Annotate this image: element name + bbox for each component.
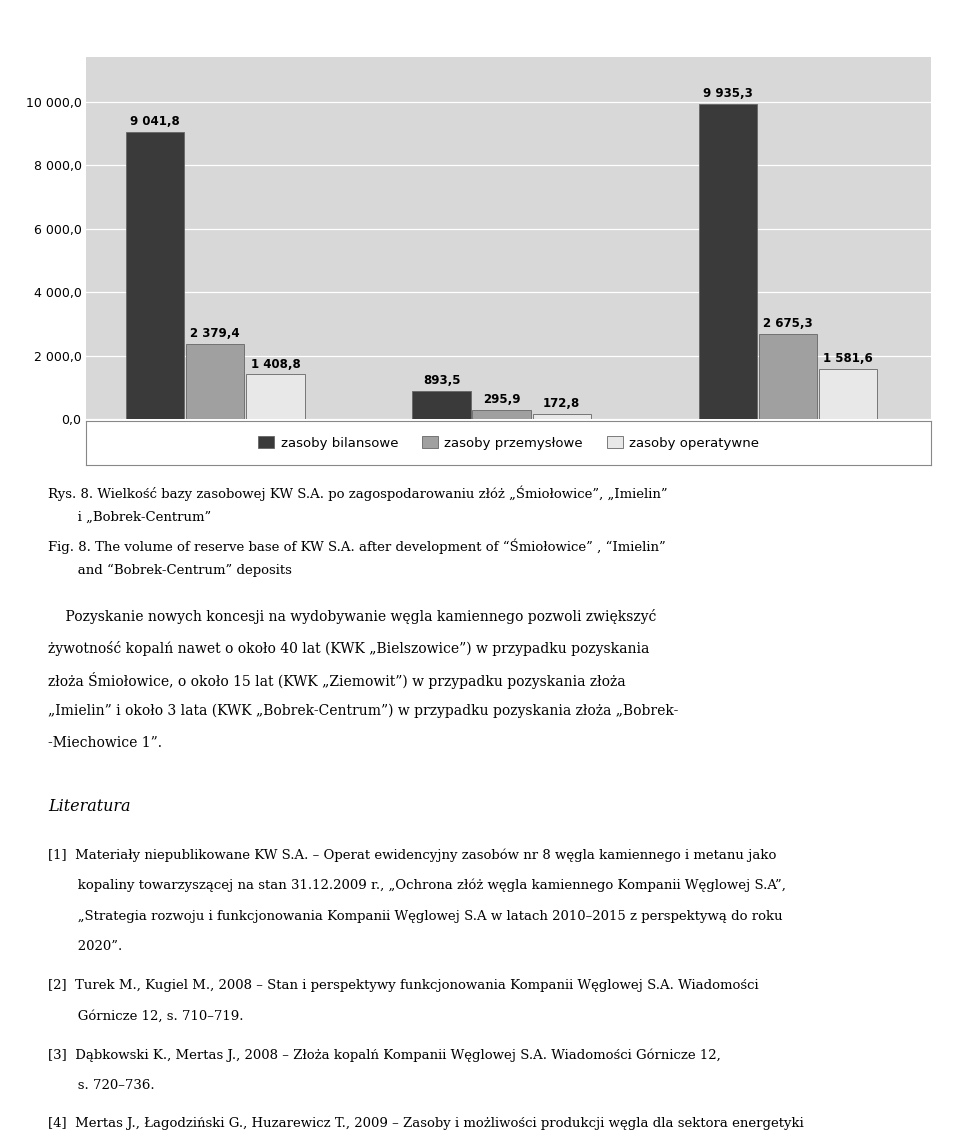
Bar <box>472 410 531 419</box>
Bar <box>413 390 470 419</box>
Bar <box>186 343 245 419</box>
Text: złoża Śmiołowice, o około 15 lat (KWK „Ziemowit”) w przypadku pozyskania złoża: złoża Śmiołowice, o około 15 lat (KWK „Z… <box>48 673 626 690</box>
Text: „Imielin” i około 3 lata (KWK „Bobrek-Centrum”) w przypadku pozyskania złoża „Bo: „Imielin” i około 3 lata (KWK „Bobrek-Ce… <box>48 704 679 719</box>
Bar <box>246 374 304 419</box>
Text: i „Bobrek-Centrum”: i „Bobrek-Centrum” <box>48 511 211 523</box>
Text: „Strategia rozwoju i funkcjonowania Kompanii Węglowej S.A w latach 2010–2015 z p: „Strategia rozwoju i funkcjonowania Komp… <box>48 909 782 923</box>
Text: Rys. 8. Wielkość bazy zasobowej KW S.A. po zagospodarowaniu złóż „Śmiołowice”, „: Rys. 8. Wielkość bazy zasobowej KW S.A. … <box>48 486 667 502</box>
Text: [2]  Turek M., Kugiel M., 2008 – Stan i perspektywy funkcjonowania Kompanii Węgl: [2] Turek M., Kugiel M., 2008 – Stan i p… <box>48 979 758 992</box>
Text: 172,8: 172,8 <box>543 397 581 410</box>
Text: s. 720–736.: s. 720–736. <box>48 1079 155 1092</box>
Bar <box>699 103 757 419</box>
Legend: zasoby bilansowe, zasoby przemysłowe, zasoby operatywne: zasoby bilansowe, zasoby przemysłowe, za… <box>253 432 764 455</box>
Text: 2020”.: 2020”. <box>48 940 122 954</box>
Text: 893,5: 893,5 <box>422 374 460 387</box>
Bar <box>758 334 817 419</box>
Text: Pozyskanie nowych koncesji na wydobywanie węgla kamiennego pozwoli zwiększyć: Pozyskanie nowych koncesji na wydobywani… <box>48 610 657 625</box>
Text: Górnicze 12, s. 710–719.: Górnicze 12, s. 710–719. <box>48 1009 244 1023</box>
Text: żywotność kopalń nawet o około 40 lat (KWK „Bielszowice”) w przypadku pozyskania: żywotność kopalń nawet o około 40 lat (K… <box>48 641 649 656</box>
Text: 1 408,8: 1 408,8 <box>251 357 300 371</box>
Bar <box>819 369 877 419</box>
Text: Literatura: Literatura <box>48 798 131 815</box>
Text: 2 379,4: 2 379,4 <box>190 327 240 340</box>
Text: 295,9: 295,9 <box>483 393 520 406</box>
Text: 2 675,3: 2 675,3 <box>763 317 813 331</box>
Text: [4]  Mertas J., Łagodziński G., Huzarewicz T., 2009 – Zasoby i możliwości produk: [4] Mertas J., Łagodziński G., Huzarewic… <box>48 1117 804 1131</box>
Text: [1]  Materiały niepublikowane KW S.A. – Operat ewidencyjny zasobów nr 8 węgla ka: [1] Materiały niepublikowane KW S.A. – O… <box>48 848 777 861</box>
Text: kopaliny towarzyszącej na stan 31.12.2009 r., „Ochrona złóż węgla kamiennego Kom: kopaliny towarzyszącej na stan 31.12.200… <box>48 879 786 892</box>
Bar <box>126 132 184 419</box>
Text: 1 581,6: 1 581,6 <box>824 352 873 365</box>
Bar <box>533 413 591 419</box>
Text: Fig. 8. The volume of reserve base of KW S.A. after development of “Śmiołowice” : Fig. 8. The volume of reserve base of KW… <box>48 538 665 554</box>
Text: 9 935,3: 9 935,3 <box>703 87 753 100</box>
Text: 9 041,8: 9 041,8 <box>131 116 180 129</box>
Text: and “Bobrek-Centrum” deposits: and “Bobrek-Centrum” deposits <box>48 564 292 577</box>
Text: -Miechowice 1”.: -Miechowice 1”. <box>48 736 162 750</box>
Text: [3]  Dąbkowski K., Mertas J., 2008 – Złoża kopalń Kompanii Węglowej S.A. Wiadomo: [3] Dąbkowski K., Mertas J., 2008 – Złoż… <box>48 1048 721 1062</box>
